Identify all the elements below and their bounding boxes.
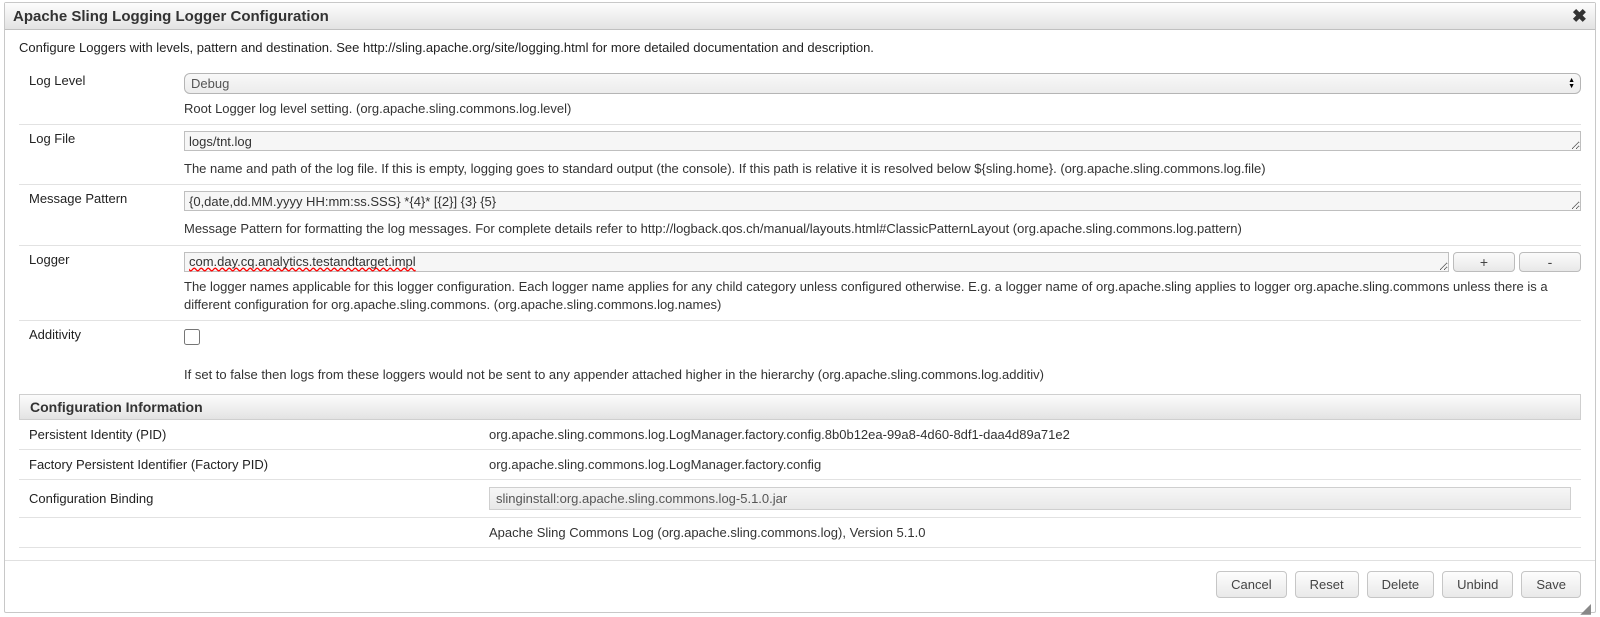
dialog-title: Apache Sling Logging Logger Configuratio… bbox=[13, 8, 329, 25]
logger-add-button[interactable]: + bbox=[1453, 252, 1515, 272]
reset-button[interactable]: Reset bbox=[1295, 571, 1359, 598]
additivity-checkbox[interactable] bbox=[184, 329, 200, 345]
intro-text: Configure Loggers with levels, pattern a… bbox=[19, 40, 1581, 55]
additivity-help: If set to false then logs from these log… bbox=[184, 366, 1581, 384]
save-button[interactable]: Save bbox=[1521, 571, 1581, 598]
form-table: Log Level Debug ▲▼ Root Logger log level… bbox=[19, 67, 1581, 390]
cancel-button[interactable]: Cancel bbox=[1216, 571, 1286, 598]
log-level-help: Root Logger log level setting. (org.apac… bbox=[184, 100, 1581, 118]
factory-pid-label: Factory Persistent Identifier (Factory P… bbox=[19, 450, 479, 480]
log-level-select[interactable]: Debug bbox=[184, 73, 1581, 94]
binding-value: slinginstall:org.apache.sling.commons.lo… bbox=[489, 487, 1571, 510]
binding-label: Configuration Binding bbox=[19, 480, 479, 518]
log-level-label: Log Level bbox=[19, 67, 184, 125]
delete-button[interactable]: Delete bbox=[1367, 571, 1435, 598]
unbind-button[interactable]: Unbind bbox=[1442, 571, 1513, 598]
bundle-info: Apache Sling Commons Log (org.apache.sli… bbox=[479, 518, 1581, 548]
close-icon[interactable]: ✖ bbox=[1572, 7, 1587, 25]
pid-value: org.apache.sling.commons.log.LogManager.… bbox=[479, 420, 1581, 450]
log-file-input[interactable]: logs/tnt.log bbox=[184, 131, 1581, 151]
factory-pid-value: org.apache.sling.commons.log.LogManager.… bbox=[479, 450, 1581, 480]
logger-remove-button[interactable]: - bbox=[1519, 252, 1581, 272]
config-dialog: Apache Sling Logging Logger Configuratio… bbox=[4, 2, 1596, 613]
pattern-label: Message Pattern bbox=[19, 185, 184, 245]
logger-help: The logger names applicable for this log… bbox=[184, 278, 1581, 314]
config-info-header: Configuration Information bbox=[19, 394, 1581, 420]
pattern-input[interactable]: {0,date,dd.MM.yyyy HH:mm:ss.SSS} *{4}* [… bbox=[184, 191, 1581, 211]
logger-input[interactable] bbox=[184, 252, 1449, 272]
additivity-label: Additivity bbox=[19, 320, 184, 390]
log-file-help: The name and path of the log file. If th… bbox=[184, 160, 1581, 178]
logger-label: Logger bbox=[19, 245, 184, 320]
pattern-help: Message Pattern for formatting the log m… bbox=[184, 220, 1581, 238]
resize-grip-icon[interactable]: ◢ bbox=[5, 604, 1595, 612]
titlebar: Apache Sling Logging Logger Configuratio… bbox=[5, 3, 1595, 30]
log-file-label: Log File bbox=[19, 125, 184, 185]
config-info-table: Persistent Identity (PID) org.apache.sli… bbox=[19, 420, 1581, 548]
dialog-footer: Cancel Reset Delete Unbind Save bbox=[5, 560, 1595, 604]
pid-label: Persistent Identity (PID) bbox=[19, 420, 479, 450]
